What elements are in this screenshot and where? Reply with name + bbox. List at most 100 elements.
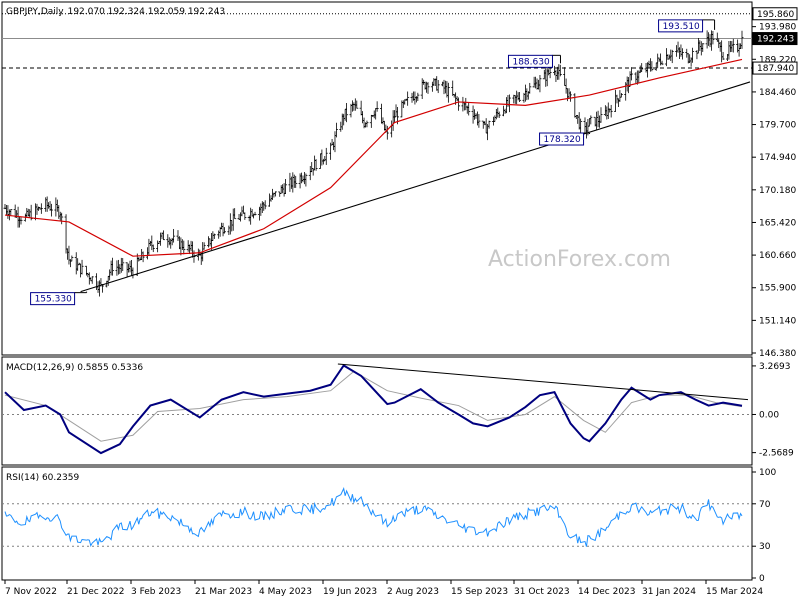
price-bar <box>731 38 735 53</box>
price-y-tick-label: 146.380 <box>759 349 796 359</box>
price-annotation: 193.510 <box>658 19 716 33</box>
reference-line-label: 192.243 <box>757 35 794 45</box>
price-bar <box>416 92 420 102</box>
price-y-tick-label: 165.420 <box>759 218 796 228</box>
price-annotation-label: 178.320 <box>544 135 581 145</box>
price-y-tick-label: 193.980 <box>759 23 796 33</box>
price-annotation-label: 193.510 <box>663 22 700 32</box>
rsi-title: RSI(14) 60.2359 <box>6 473 79 483</box>
price-bar <box>660 60 664 66</box>
price-bar <box>39 203 43 214</box>
price-bar <box>121 258 125 272</box>
price-annotation-label: 155.330 <box>35 295 72 305</box>
x-tick-label: 21 Dec 2022 <box>67 587 125 597</box>
price-bar <box>538 75 542 93</box>
chart-title: GBPJPY,Daily 192.070 192.324 192.059 192.… <box>6 7 225 17</box>
price-bar <box>528 82 532 94</box>
x-tick-label: 4 May 2023 <box>259 587 312 597</box>
rsi-y-tick-label: 0 <box>759 574 765 584</box>
price-y-tick-label: 160.660 <box>759 251 796 261</box>
macd-series <box>4 370 743 442</box>
x-tick-label: 3 Feb 2023 <box>131 587 181 597</box>
price-y-tick-label: 151.140 <box>759 316 796 326</box>
price-bar <box>640 63 644 73</box>
price-annotation: 188.630 <box>507 54 561 68</box>
price-bar <box>691 47 695 63</box>
price-bar <box>253 211 257 216</box>
price-y-tick-label: 179.700 <box>759 121 796 131</box>
price-bar <box>740 30 744 49</box>
x-tick-label: 31 Oct 2023 <box>514 587 570 597</box>
price-bar <box>457 97 461 111</box>
x-tick-label: 21 Mar 2023 <box>195 587 252 597</box>
price-bar <box>355 100 359 109</box>
x-tick-label: 31 Jan 2024 <box>642 587 696 597</box>
macd-trendline <box>337 363 749 401</box>
price-bar <box>446 82 450 103</box>
price-reference-lines: 195.860 192.243 187.940 <box>2 7 798 75</box>
price-bar <box>589 115 593 125</box>
price-bar <box>487 120 491 129</box>
price-bar <box>558 64 562 77</box>
macd-panel-frame <box>1 356 753 466</box>
price-bar <box>80 259 84 275</box>
reference-line-label: 187.940 <box>757 64 794 74</box>
x-tick-label: 15 Mar 2024 <box>706 587 763 597</box>
price-y-tick-label: 155.900 <box>759 284 796 294</box>
price-bar <box>609 104 613 118</box>
price-bar <box>619 93 623 98</box>
price-bar <box>284 179 288 194</box>
price-bar <box>314 159 318 171</box>
moving-average <box>4 58 743 257</box>
price-bar <box>436 80 440 94</box>
macd-lines <box>4 364 743 455</box>
price-bar <box>467 102 471 116</box>
rsi-line <box>4 486 743 547</box>
price-bar <box>304 173 308 187</box>
reference-line-label-box <box>752 61 798 75</box>
price-bar <box>365 120 369 128</box>
price-bar <box>161 230 165 241</box>
price-y-tick-label: 189.220 <box>759 55 796 65</box>
price-bar <box>233 208 237 220</box>
watermark: ActionForex.com <box>488 247 671 272</box>
price-bar <box>426 82 430 94</box>
price-bar <box>497 111 501 118</box>
x-tick-label: 2 Aug 2023 <box>387 587 439 597</box>
rsi-levels <box>2 503 752 547</box>
price-bar <box>406 91 410 106</box>
price-bar <box>182 240 186 255</box>
macd-y-tick-label: 3.2693 <box>759 362 791 372</box>
rsi-series <box>4 486 743 547</box>
price-bar <box>334 122 338 138</box>
price-bar <box>111 257 115 276</box>
rsi-y-tick-label: 100 <box>759 468 776 478</box>
price-bar <box>518 92 522 102</box>
price-bar <box>172 228 176 243</box>
price-bar <box>223 227 227 234</box>
price-bar <box>721 51 725 60</box>
price-bar <box>141 251 145 263</box>
price-annotation: 155.330 <box>30 291 88 306</box>
price-bar <box>375 101 379 112</box>
price-bar <box>9 209 13 216</box>
price-bar <box>711 31 715 45</box>
x-tick-label: 7 Nov 2022 <box>5 587 57 597</box>
price-annotation: 178.320 <box>539 132 591 146</box>
price-y-axis: 193.980 189.220 184.460 179.700 174.940 170.1… <box>752 23 796 359</box>
rsi-panel-frame <box>1 466 753 581</box>
price-bar <box>294 175 298 188</box>
price-bar <box>60 212 64 225</box>
macd-panel: MACD(12,26,9) 0.5855 0.5336 3.2693 0.00 -2… <box>1 356 794 466</box>
price-bar <box>579 118 583 134</box>
price-bar <box>568 91 572 102</box>
price-bar <box>548 65 552 79</box>
price-bar <box>243 212 247 220</box>
macd-series <box>4 364 743 455</box>
rsi-panel: RSI(14) 60.2359 100 70 30 0 <box>1 466 776 584</box>
reference-line-label-box <box>752 7 798 21</box>
price-bar <box>19 217 23 225</box>
price-bars <box>3 30 744 297</box>
macd-title: MACD(12,26,9) 0.5855 0.5336 <box>6 363 143 373</box>
